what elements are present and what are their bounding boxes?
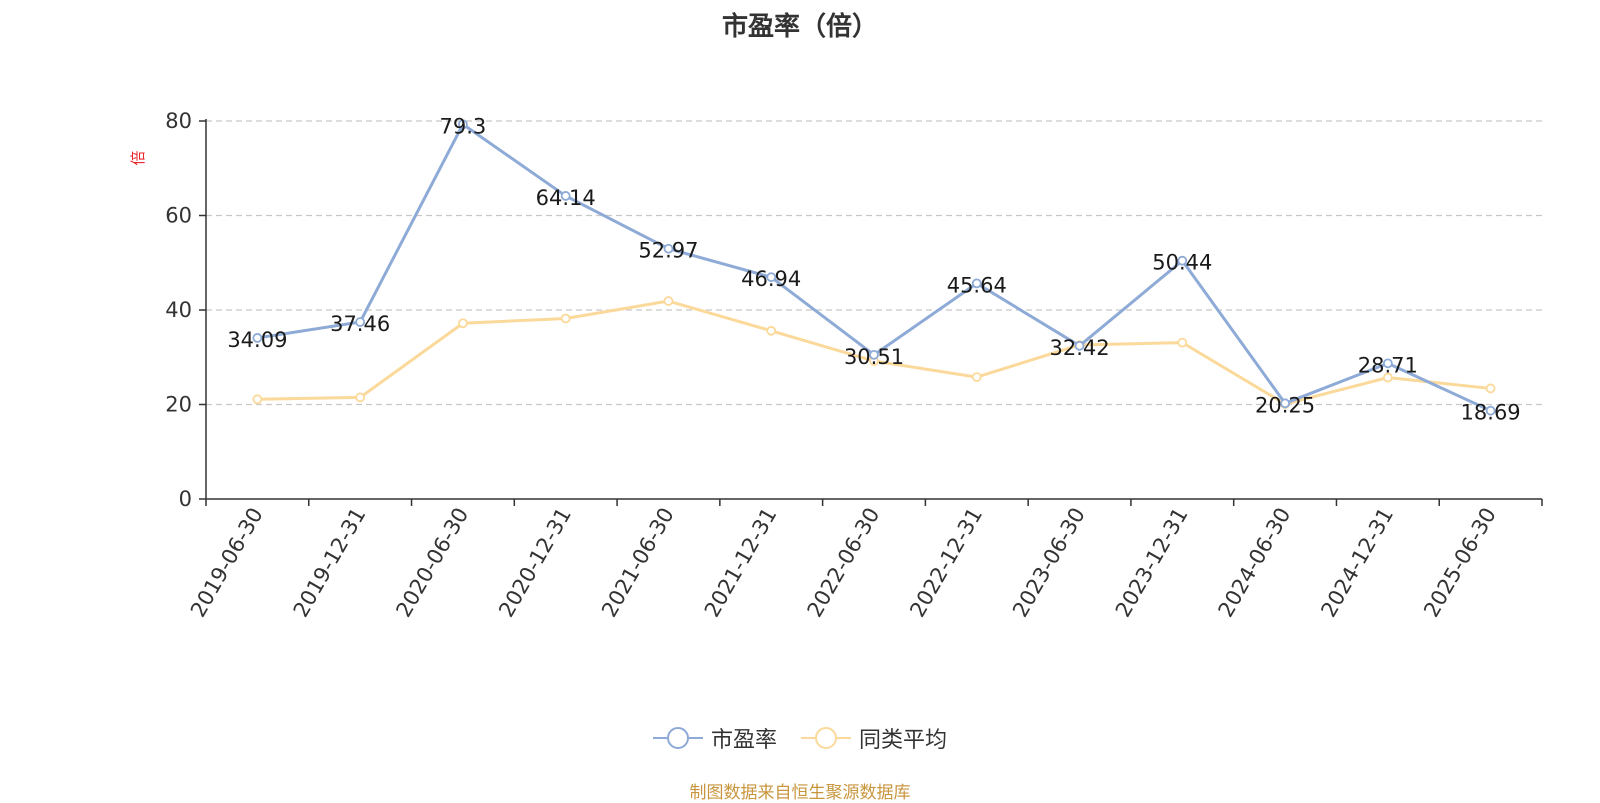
data-label: 37.46 (330, 312, 390, 336)
data-point (252, 333, 263, 343)
data-point (766, 325, 777, 336)
data-point (1074, 340, 1085, 351)
data-point (355, 392, 366, 403)
data-label: 30.51 (844, 345, 904, 369)
data-point (1485, 383, 1496, 394)
data-point (1485, 405, 1496, 416)
y-tick-label: 40 (165, 298, 192, 322)
data-point (1177, 255, 1188, 266)
data-label: 46.94 (741, 267, 801, 291)
legend-item-pe[interactable]: 市盈率 (652, 722, 777, 754)
x-tick-label: 2021-06-30 (597, 504, 679, 622)
data-point (252, 394, 263, 405)
legend-label-pe: 市盈率 (710, 728, 777, 753)
data-point (560, 191, 571, 201)
data-label: 32.42 (1049, 336, 1109, 360)
data-point (1382, 358, 1393, 369)
x-tick-label: 2019-06-30 (186, 504, 268, 622)
legend-line-marker-icon (652, 727, 703, 749)
data-label: 20.25 (1255, 393, 1315, 417)
data-label: 45.64 (947, 273, 1007, 297)
source-note: 制图数据来自恒生聚源数据库 (689, 783, 911, 803)
data-label: 50.44 (1152, 251, 1212, 275)
data-label: 64.14 (536, 186, 596, 210)
data-point (355, 317, 366, 327)
data-point (766, 272, 777, 283)
y-tick-label: 20 (165, 393, 192, 417)
legend-label-peer-average: 同类平均 (859, 728, 948, 753)
x-tick-label: 2020-06-30 (391, 504, 473, 622)
chart-title: 市盈率（倍） (721, 12, 878, 42)
data-point (1382, 372, 1393, 383)
x-tick-label: 2025-06-30 (1419, 504, 1501, 622)
data-point (971, 372, 982, 382)
data-label: 79.3 (440, 114, 487, 138)
legend-item-peer-average[interactable]: 同类平均 (801, 722, 947, 754)
y-tick-label: 0 (179, 487, 192, 511)
legend: 市盈率 同类平均 (0, 722, 1600, 754)
data-point (1280, 398, 1290, 409)
x-tick-label: 2024-06-30 (1214, 504, 1296, 622)
x-tick-label: 2023-06-30 (1008, 504, 1090, 622)
y-tick-label: 80 (165, 109, 192, 133)
data-label: 52.97 (638, 239, 698, 263)
x-tick-label: 2024-12-31 (1316, 504, 1398, 622)
x-tick-label: 2021-12-31 (700, 504, 782, 622)
y-tick-label: 60 (165, 204, 192, 228)
series-lines (252, 119, 1496, 416)
x-tick-label: 2022-06-30 (803, 504, 885, 622)
y-axis-label: 倍 (129, 150, 147, 165)
legend-line-marker-icon (801, 727, 851, 749)
data-point (663, 243, 674, 254)
x-tick-label: 2023-12-31 (1111, 504, 1193, 622)
data-labels: 34.09 37.46 79.3 64.14 52.97 46.94 30.51 45.64 3… (227, 114, 1520, 424)
data-label: 28.71 (1358, 353, 1418, 377)
x-tick-label: 2020-12-31 (494, 504, 576, 622)
data-point (560, 313, 571, 324)
data-point (458, 318, 468, 329)
x-tick-label: 2022-12-31 (905, 504, 987, 622)
data-point (663, 296, 674, 306)
data-point (458, 119, 468, 130)
grid-lines (206, 120, 1542, 406)
data-point (971, 278, 982, 289)
data-label: 18.69 (1461, 401, 1521, 425)
data-point (1177, 337, 1188, 348)
x-tick-label: 2019-12-31 (289, 504, 371, 622)
data-label: 34.09 (227, 328, 287, 352)
data-point (869, 349, 879, 360)
